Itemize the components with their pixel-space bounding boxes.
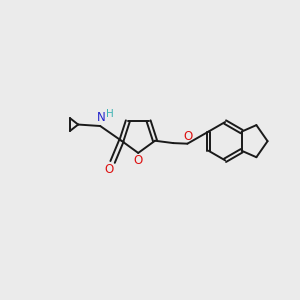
- Text: N: N: [97, 111, 106, 124]
- Text: O: O: [183, 130, 192, 143]
- Text: H: H: [106, 109, 113, 118]
- Text: O: O: [104, 163, 114, 176]
- Text: O: O: [134, 154, 143, 167]
